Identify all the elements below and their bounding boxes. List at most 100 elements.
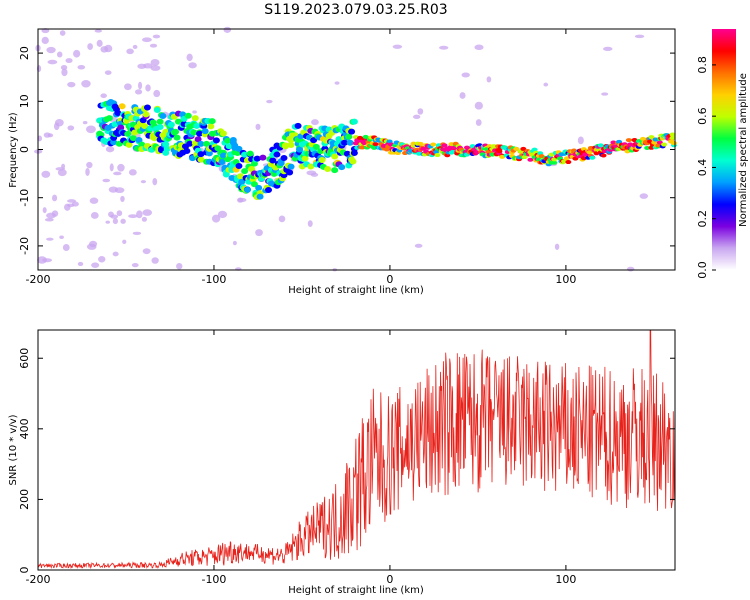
spectrogram-cell: [301, 155, 309, 162]
spectrogram-cell: [120, 195, 125, 203]
spectrogram-cell: [54, 118, 64, 127]
spectrogram-cell: [520, 146, 527, 151]
spectrogram-cell: [77, 64, 86, 70]
spectrogram-cell: [346, 139, 354, 146]
spectrogram-cell: [82, 121, 88, 125]
spectrogram-cell: [86, 161, 93, 169]
spectrogram-cell: [287, 137, 295, 144]
spectrogram-cell: [150, 58, 160, 66]
y-tick-label: 600: [18, 348, 31, 369]
spectrogram-cell: [90, 211, 99, 219]
spectrogram-y-label: Frequency (Hz): [8, 112, 19, 188]
spectrogram-cell: [118, 103, 126, 110]
spectrogram-cell: [117, 124, 125, 131]
spectrogram-cell: [218, 159, 226, 166]
spectrogram-x-ticks: -200 -100 0 100: [26, 29, 576, 286]
spectrogram-cell: [110, 139, 118, 146]
spectrogram-cell: [670, 141, 677, 146]
spectrogram-cell: [108, 211, 114, 218]
spectrogram-cell: [46, 46, 56, 54]
spectrogram-cell: [60, 65, 68, 70]
spectrogram-cell: [513, 146, 520, 151]
snr-y-label: SNR (10 * v/v): [8, 414, 19, 485]
spectrogram-cell: [91, 262, 100, 268]
spectrogram-cell: [311, 119, 319, 126]
spectrogram-cell: [184, 112, 192, 119]
spectrogram-cell: [307, 220, 313, 228]
colorbar: 0.0 0.2 0.4 0.6 0.8 Normalized spectral ampl…: [696, 29, 749, 279]
y-tick-label: 0: [18, 146, 31, 153]
spectrogram-cell: [324, 166, 332, 173]
spectrogram-cell: [589, 155, 596, 160]
spectrogram-cell: [145, 84, 151, 92]
spectrogram-cell: [235, 145, 243, 152]
spectrogram-cell: [287, 163, 295, 170]
spectrogram-cell: [42, 258, 53, 263]
spectrogram-cell: [140, 180, 147, 184]
spectrogram-cell: [238, 178, 246, 185]
spectrogram-cell: [205, 150, 213, 157]
spectrogram-cell: [128, 169, 137, 176]
spectrogram-cell: [112, 251, 119, 257]
spectrogram-cell: [105, 220, 111, 224]
spectrogram-cell: [65, 58, 73, 64]
spectrogram-cell: [278, 215, 286, 223]
spectrogram-cell: [44, 218, 54, 222]
spectrogram-cell: [190, 129, 198, 136]
spectrogram-cell: [112, 218, 119, 225]
spectrogram-cell: [183, 147, 191, 154]
spectrogram-cell: [135, 137, 143, 144]
spectrogram-cell: [156, 118, 164, 125]
spectrogram-cell: [59, 235, 64, 239]
spectrogram-cell: [131, 129, 139, 136]
spectrogram-cell: [334, 81, 340, 85]
spectrogram-cell: [603, 46, 613, 52]
spectrogram-cell: [237, 197, 247, 203]
spectrogram-cell: [475, 119, 482, 126]
spectrogram-cell: [64, 203, 71, 211]
spectrogram-cell: [116, 210, 123, 217]
spectrogram-cell: [108, 186, 118, 193]
spectrogram-cell: [85, 167, 90, 176]
spectrogram-cell: [601, 92, 609, 96]
spectrogram-cell: [142, 248, 151, 255]
spectrogram-cell: [459, 92, 466, 99]
spectrogram-cell: [338, 164, 346, 171]
spectrogram-cell: [616, 139, 623, 144]
spectrogram-cell: [59, 30, 66, 36]
spectrogram-cell: [306, 170, 317, 176]
spectrogram-cell: [67, 199, 77, 203]
spectrogram-cell: [159, 112, 167, 119]
spectrogram-cell: [134, 89, 143, 95]
spectrogram-cell: [151, 257, 159, 264]
spectrogram-cell: [496, 149, 503, 154]
spectrogram-cell: [345, 133, 353, 140]
spectrogram-cell: [56, 51, 63, 58]
spectrogram-cell: [265, 186, 273, 193]
spectrogram-cell: [86, 243, 97, 250]
spectrogram-cell: [172, 128, 180, 135]
spectrogram-cell: [554, 243, 560, 250]
y-tick-label: -10: [18, 189, 31, 207]
x-tick-label: 100: [555, 573, 576, 586]
spectrogram-cell: [331, 167, 339, 174]
spectrogram-cell: [383, 147, 390, 152]
spectrogram-cell: [543, 82, 549, 87]
spectrogram-cell: [372, 142, 379, 147]
x-tick-label: -100: [201, 573, 226, 586]
spectrogram-cell: [51, 194, 58, 202]
x-tick-label: 0: [386, 573, 393, 586]
spectrogram-cell: [42, 207, 47, 214]
colorbar-tick-label: 0.8: [696, 56, 709, 74]
spectrogram-cell: [61, 68, 68, 77]
spectrogram-cell: [41, 170, 51, 178]
spectrogram-cell: [280, 155, 288, 162]
spectrogram-cell: [241, 151, 249, 158]
spectrogram-cell: [433, 150, 440, 155]
spectrogram-cell: [246, 150, 254, 157]
figure-title: S119.2023.079.03.25.R03: [264, 2, 447, 18]
x-tick-label: -200: [26, 573, 51, 586]
spectrogram-cell: [105, 146, 115, 153]
spectrogram-cell: [150, 135, 158, 142]
spectrogram-cell: [122, 239, 127, 244]
